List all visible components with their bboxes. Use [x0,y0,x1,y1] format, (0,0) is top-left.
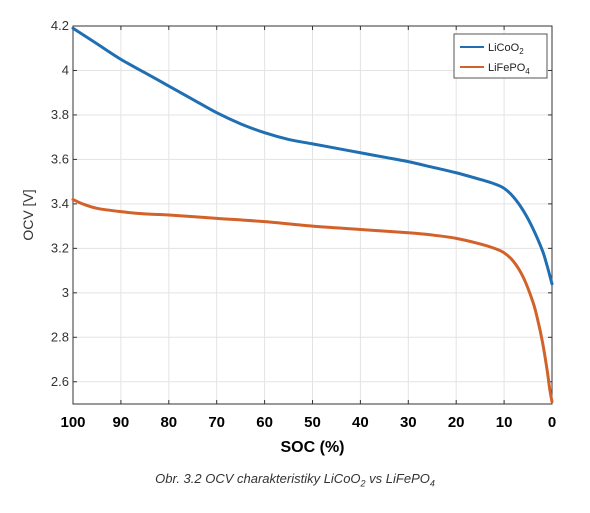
y-tick-label: 3 [62,285,69,300]
y-tick-label: 3.4 [51,196,69,211]
x-tick-label: 30 [400,414,417,431]
y-tick-label: 3.8 [51,107,69,122]
x-tick-label: 60 [256,414,273,431]
figure-caption: Obr. 3.2 OCV charakteristiky LiCoO2 vs L… [0,471,590,489]
caption-sub-1: 2 [360,478,366,489]
x-axis-label: SOC (%) [281,439,345,456]
x-tick-label: 80 [160,414,177,431]
legend-label-licoo2: LiCoO2 [488,42,524,56]
caption-prefix: Obr. 3.2 OCV charakteristiky LiCoO [155,471,361,486]
x-tick-label: 20 [448,414,465,431]
y-tick-label: 2.6 [51,374,69,389]
x-tick-label: 90 [113,414,130,431]
legend: LiCoO2 LiFePO4 [453,33,548,79]
caption-sub-2: 4 [429,478,435,489]
series-line-lifepo4 [71,197,554,404]
y-tick-label: 3.2 [51,240,69,255]
x-tick-label: 100 [60,414,85,431]
y-tick-label: 3.6 [51,151,69,166]
x-tick-label: 70 [208,414,225,431]
y-tick-label: 2.8 [51,329,69,344]
series-line-licoo2 [71,26,554,286]
legend-subscript: 4 [525,67,530,76]
x-tick-label: 40 [352,414,369,431]
x-tick-label: 50 [304,414,321,431]
legend-subscript: 2 [519,47,524,56]
y-tick-label: 4 [62,62,69,77]
series-layer [71,26,554,404]
caption-middle: vs LiFePO [365,471,430,486]
y-tick-label: 4.2 [51,18,69,33]
x-tick-label: 10 [496,414,513,431]
x-tick-label: 0 [548,414,556,431]
legend-label-lifepo4: LiFePO4 [488,62,530,76]
y-axis-label: OCV [V] [20,189,36,240]
legend-box [453,33,548,79]
